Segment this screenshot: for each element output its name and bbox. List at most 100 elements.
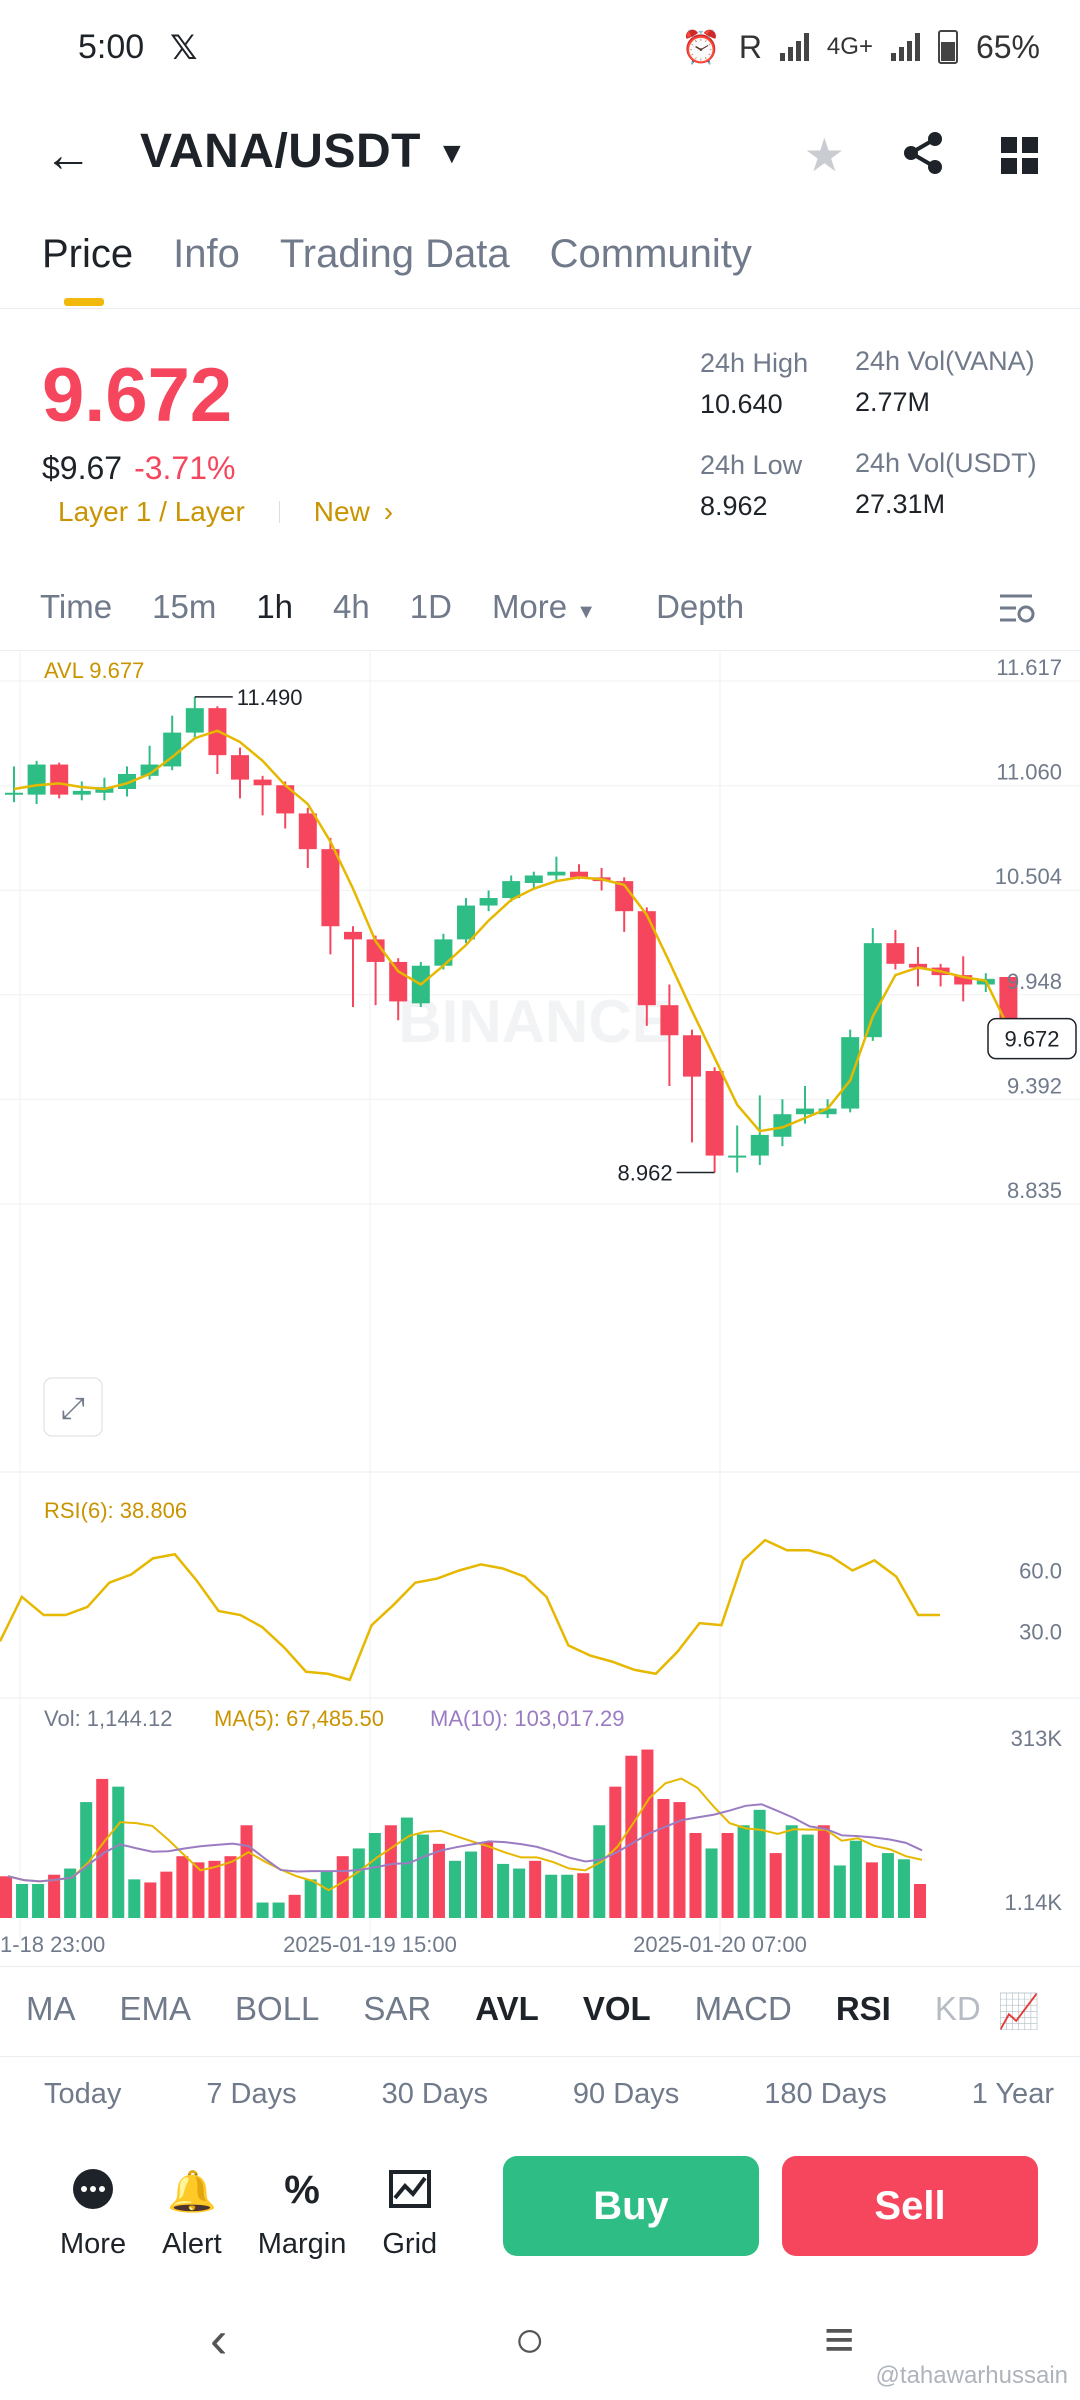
volume-bar xyxy=(320,1871,333,1918)
volume-bar xyxy=(689,1833,702,1918)
expand-button-bg xyxy=(43,1377,103,1437)
tab-community[interactable]: Community xyxy=(549,232,752,276)
indicator-settings-icon[interactable]: 📈 xyxy=(997,1993,1040,2031)
alarm-icon: ⏰ xyxy=(680,29,721,65)
period-today[interactable]: Today xyxy=(44,2078,122,2110)
indicator-tab-rsi[interactable]: RSI xyxy=(835,1990,891,2027)
period-7d[interactable]: 7 Days xyxy=(206,2078,297,2110)
grid-icon[interactable] xyxy=(1001,136,1038,174)
period-1y[interactable]: 1 Year xyxy=(971,2078,1054,2110)
rsi-ticks: 60.0 30.0 xyxy=(1019,1559,1062,1645)
tab-price[interactable]: Price xyxy=(42,232,134,306)
grid-trading-icon xyxy=(388,2168,431,2218)
volume-bar xyxy=(144,1882,157,1918)
volume-bar xyxy=(865,1862,878,1918)
stat-label: 24h Low xyxy=(700,450,803,480)
nav-back-icon[interactable]: ‹ xyxy=(210,2311,228,2369)
new-tag-label: New xyxy=(313,496,370,527)
grid-action[interactable]: Grid xyxy=(382,2168,437,2261)
indicator-tabs: MA EMA BOLL SAR AVL VOL MACD RSI KD xyxy=(26,1990,981,2028)
performance-periods: Today 7 Days 30 Days 90 Days 180 Days 1 … xyxy=(44,2078,1054,2111)
interval-15m[interactable]: 15m xyxy=(152,588,217,625)
x-logo-icon: 𝕏 xyxy=(170,29,198,67)
price-chart[interactable]: BINANCE AVL 9.677 11.617 11.060 10.504 9.94… xyxy=(0,650,1080,1965)
new-tag[interactable]: New › xyxy=(314,496,393,528)
candle-body xyxy=(637,911,656,1006)
indicator-tab-ma[interactable]: MA xyxy=(26,1990,76,2027)
x-axis-label: 1-18 23:00 xyxy=(0,1932,105,1957)
tab-trading-data[interactable]: Trading Data xyxy=(279,232,510,276)
indicator-tab-kd[interactable]: KD xyxy=(934,1990,981,2027)
user-watermark: @tahawarhussain xyxy=(875,2362,1068,2389)
interval-bar: Time 15m 1h 4h 1D More ▼ Depth xyxy=(40,588,744,626)
volume-bars xyxy=(0,1749,926,1918)
share-icon[interactable] xyxy=(901,131,945,180)
chart-top-divider xyxy=(0,650,1080,651)
nav-recents-icon[interactable]: ≡ xyxy=(824,2311,855,2369)
depth-tab[interactable]: Depth xyxy=(656,588,745,625)
period-180d[interactable]: 180 Days xyxy=(764,2078,887,2110)
margin-label: Margin xyxy=(257,2228,347,2260)
nav-home-icon[interactable]: ○ xyxy=(514,2311,546,2369)
interval-1h[interactable]: 1h xyxy=(256,588,294,625)
rsi-label: RSI(6): 38.806 xyxy=(44,1498,187,1523)
stat-value: 27.31M xyxy=(855,489,946,519)
indicator-tab-ema[interactable]: EMA xyxy=(119,1990,192,2027)
y-tick-label: 9.948 xyxy=(1007,969,1062,994)
status-time: 5:00 xyxy=(78,28,145,66)
volume-bar xyxy=(16,1884,29,1918)
margin-action[interactable]: % Margin xyxy=(258,2168,347,2261)
roaming-indicator: R xyxy=(738,28,762,65)
interval-time[interactable]: Time xyxy=(40,588,113,625)
candle-body xyxy=(185,708,204,733)
tab-info[interactable]: Info xyxy=(173,232,240,276)
category-tag[interactable]: Layer 1 / Layer xyxy=(58,496,245,527)
stat-label: 24h High xyxy=(700,348,809,378)
volume-bar xyxy=(465,1851,478,1918)
rsi-tick-label: 30.0 xyxy=(1019,1619,1062,1644)
indicator-tab-vol[interactable]: VOL xyxy=(582,1990,651,2027)
candle-body xyxy=(841,1037,860,1109)
indicator-tab-macd[interactable]: MACD xyxy=(694,1990,792,2027)
candle-body xyxy=(321,849,340,927)
volume-bar xyxy=(304,1879,317,1918)
candle-body xyxy=(140,764,159,776)
chart-settings-icon[interactable] xyxy=(996,590,1036,635)
interval-1d[interactable]: 1D xyxy=(409,588,452,625)
sell-button[interactable]: Sell xyxy=(782,2156,1038,2256)
bottom-actions: More 🔔 Alert % Margin Grid xyxy=(60,2168,437,2261)
alert-action[interactable]: 🔔 Alert xyxy=(162,2168,222,2261)
interval-4h[interactable]: 4h xyxy=(333,588,370,625)
volume-bar xyxy=(288,1894,301,1918)
candle-body xyxy=(389,961,408,1002)
pair-selector[interactable]: VANA/USDT ▼ xyxy=(140,124,467,179)
volume-bar xyxy=(833,1865,846,1918)
low-marker-label: 8.962 xyxy=(618,1161,673,1186)
volume-bar xyxy=(593,1825,606,1918)
volume-bar xyxy=(737,1825,750,1918)
percent-icon: % xyxy=(284,2168,320,2212)
volume-bar xyxy=(897,1859,910,1918)
period-30d[interactable]: 30 Days xyxy=(381,2078,488,2110)
volume-bar xyxy=(0,1876,13,1918)
volume-bar xyxy=(785,1825,798,1918)
volume-bar xyxy=(256,1902,269,1918)
star-icon[interactable]: ★ xyxy=(803,129,845,181)
buy-button[interactable]: Buy xyxy=(503,2156,759,2256)
indicator-tab-avl[interactable]: AVL xyxy=(475,1990,539,2027)
back-arrow-icon[interactable]: ← xyxy=(44,129,92,182)
detail-tabs: Price Info Trading Data Community xyxy=(42,232,752,306)
alert-label: Alert xyxy=(162,2228,222,2260)
period-90d[interactable]: 90 Days xyxy=(572,2078,680,2110)
volume-bar xyxy=(849,1840,862,1918)
indicator-divider xyxy=(0,1966,1080,1967)
indicator-tab-sar[interactable]: SAR xyxy=(363,1990,432,2027)
stat-value: 2.77M xyxy=(855,387,931,417)
tags-row: Layer 1 / Layer New › xyxy=(58,496,393,528)
more-action[interactable]: More xyxy=(60,2168,126,2261)
interval-more[interactable]: More ▼ xyxy=(492,588,596,626)
volume-bar xyxy=(240,1825,253,1918)
volume-tick-label: 313K xyxy=(1011,1726,1063,1751)
indicator-tab-boll[interactable]: BOLL xyxy=(235,1990,320,2027)
stat-label: 24h Vol(USDT) xyxy=(855,448,1037,478)
